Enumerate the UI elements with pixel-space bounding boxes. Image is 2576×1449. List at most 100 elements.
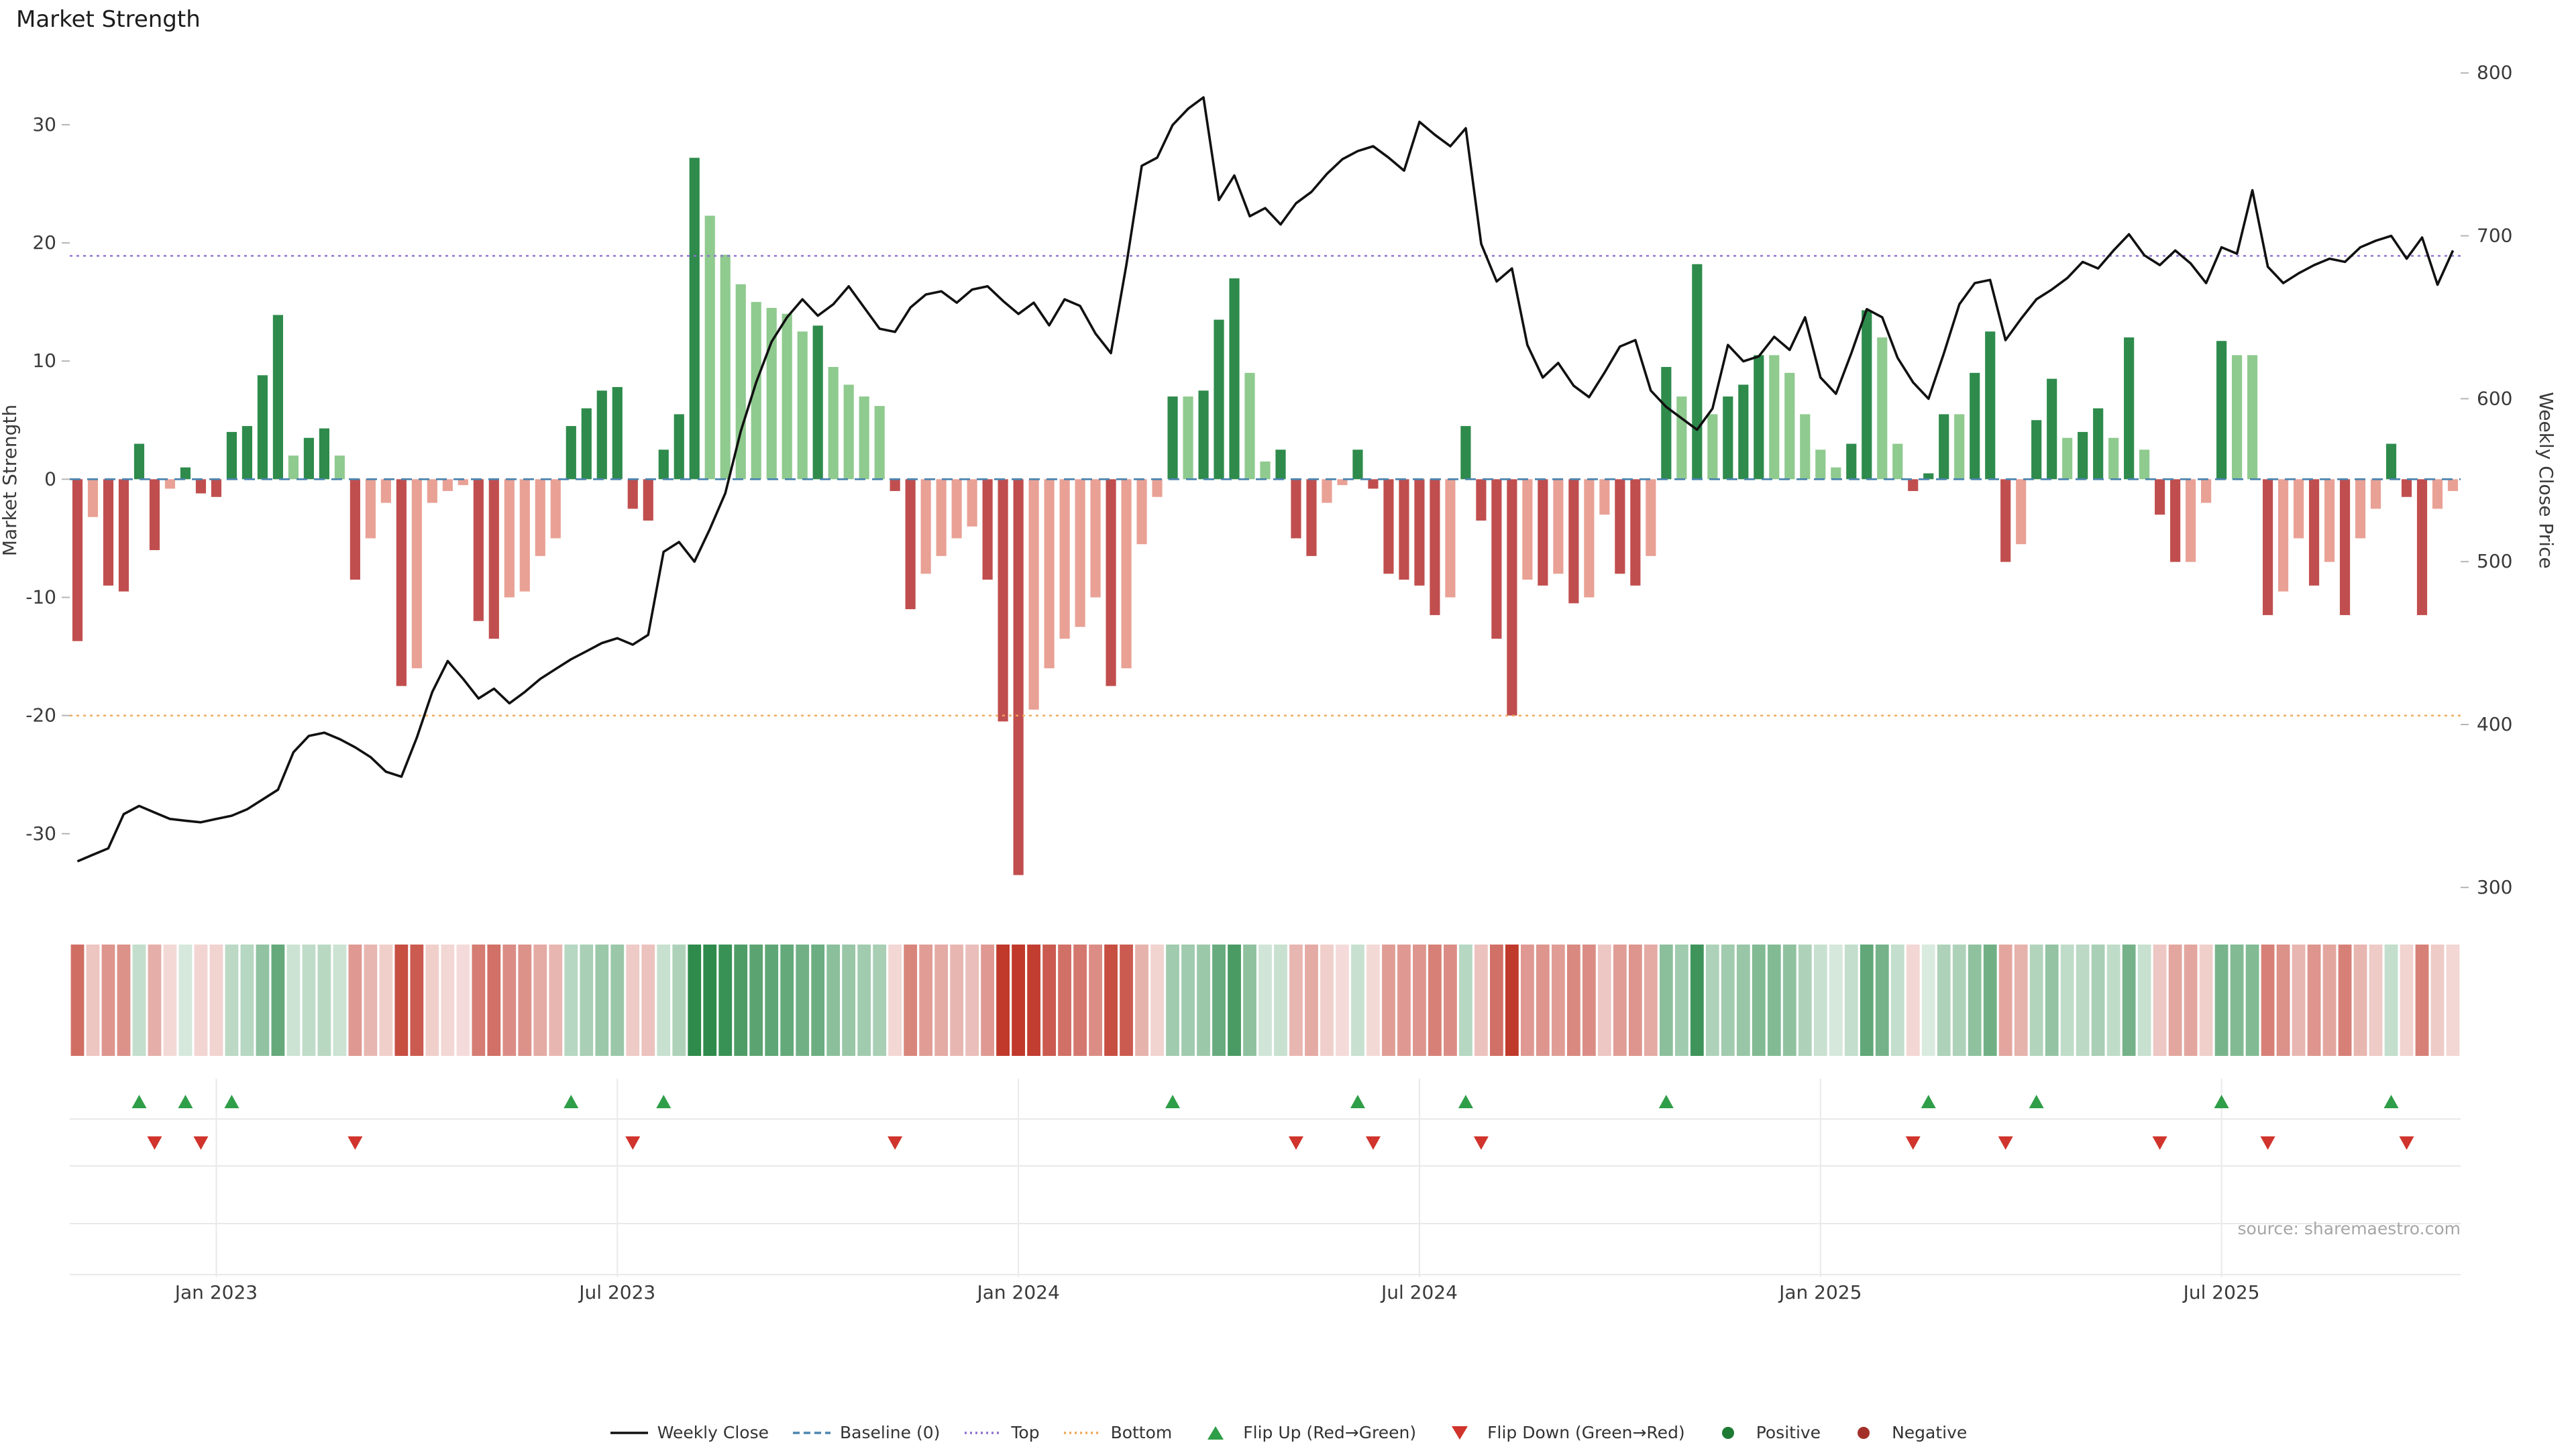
flip-markers xyxy=(131,1095,2414,1150)
x-axis-label: Jan 2025 xyxy=(1778,1281,1862,1303)
flip-up-marker xyxy=(1921,1095,1936,1108)
strength-bar xyxy=(1800,414,1811,480)
source-text: source: sharemaestro.com xyxy=(2238,1219,2461,1238)
strength-bar xyxy=(1430,479,1440,615)
heatmap-cell xyxy=(2307,945,2321,1056)
strength-bar xyxy=(1584,479,1595,598)
heatmap-cell xyxy=(1027,945,1040,1056)
flip-up-marker xyxy=(131,1095,147,1108)
strength-bar xyxy=(658,449,669,480)
strength-bar xyxy=(2170,479,2181,562)
strength-bar xyxy=(2232,355,2243,480)
strength-bar xyxy=(365,479,376,539)
heatmap-cell xyxy=(1782,945,1796,1056)
strength-bar xyxy=(704,215,715,480)
heatmap-cell xyxy=(1166,945,1179,1056)
heatmap-cell xyxy=(857,945,871,1056)
heatmap-cell xyxy=(1474,945,1488,1056)
strength-bar xyxy=(1738,384,1749,480)
flip-up-marker xyxy=(178,1095,193,1108)
strength-bar xyxy=(550,479,561,539)
heatmap-cell xyxy=(610,945,625,1056)
heatmap-cell xyxy=(1628,945,1642,1056)
heatmap-cell xyxy=(2430,945,2445,1056)
strength-bar xyxy=(689,158,700,480)
heatmap-cell xyxy=(1150,945,1164,1056)
strength-bar xyxy=(2031,420,2042,480)
x-axis-label: Jul 2024 xyxy=(1380,1281,1458,1303)
heatmap-cell xyxy=(718,945,733,1056)
heatmap-cell xyxy=(1520,945,1534,1056)
heatmap-cell xyxy=(410,945,424,1056)
flip-down-marker xyxy=(193,1136,209,1150)
flip-up-marker xyxy=(656,1095,672,1108)
heatmap-cell xyxy=(1952,945,1966,1056)
heatmap-cell xyxy=(394,945,409,1056)
heatmap-cell xyxy=(981,945,995,1056)
heatmap-cell xyxy=(1736,945,1750,1056)
flip-down-marker xyxy=(1473,1136,1489,1150)
strength-bar xyxy=(735,284,746,480)
heatmap-cell xyxy=(1566,945,1580,1056)
heatmap-cell xyxy=(965,945,979,1056)
flip-down-marker xyxy=(1998,1136,2013,1150)
strength-bar xyxy=(2108,437,2119,480)
strength-bar xyxy=(859,396,869,480)
heatmap-cell xyxy=(1968,945,1982,1056)
heatmap-cell xyxy=(996,945,1010,1056)
heatmap-cell xyxy=(595,945,609,1056)
strength-bar xyxy=(396,479,407,686)
strength-bar xyxy=(2385,443,2397,480)
heatmap-cell xyxy=(1274,945,1287,1056)
right-tick-label: 400 xyxy=(2477,713,2512,735)
strength-bar xyxy=(519,479,530,592)
heatmap-cell xyxy=(2060,945,2074,1056)
strength-bar xyxy=(2339,479,2351,615)
flip-up-marker xyxy=(1458,1095,1473,1108)
strength-bar xyxy=(1970,372,1980,480)
chart-legend: Weekly Close Baseline (0) Top Bottom Flip Up… xyxy=(0,1422,2576,1442)
legend-item-bottom: Bottom xyxy=(1063,1422,1172,1442)
heatmap-cell xyxy=(441,945,455,1056)
weekly-close-swatch-icon xyxy=(610,1431,648,1434)
heatmap-cell xyxy=(2168,945,2182,1056)
heatmap-cell xyxy=(487,945,501,1056)
strength-bar xyxy=(334,455,345,480)
strength-bar xyxy=(1877,337,1888,480)
heatmap-cell xyxy=(1042,945,1056,1056)
heatmap-cell xyxy=(811,945,825,1056)
flip-down-marker xyxy=(888,1136,903,1150)
strength-bar xyxy=(2047,378,2057,480)
heatmap-cell xyxy=(1875,945,1889,1056)
left-tick-label: 30 xyxy=(32,113,56,136)
strength-bar xyxy=(164,479,176,489)
top-swatch-icon xyxy=(964,1431,1002,1434)
flip-down-marker xyxy=(2152,1136,2167,1150)
x-axis-label: Jul 2023 xyxy=(578,1281,655,1303)
heatmap-cell xyxy=(1998,945,2012,1056)
heatmap-cell xyxy=(1012,945,1025,1056)
flip-up-marker xyxy=(2029,1095,2044,1108)
heatmap-cell xyxy=(70,945,85,1056)
strength-bar xyxy=(1183,396,1193,480)
heatmap-cell xyxy=(734,945,748,1056)
strength-bar xyxy=(458,479,468,486)
legend-item-flip-up: Flip Up (Red→Green) xyxy=(1195,1422,1416,1442)
strength-bar xyxy=(1831,467,1841,480)
heatmap-cell xyxy=(1058,945,1071,1056)
right-axis-label: Weekly Close Price xyxy=(2535,392,2557,568)
heatmap-cell xyxy=(132,945,146,1056)
strength-bar xyxy=(442,479,453,491)
strength-bar xyxy=(1615,479,1625,574)
left-tick-label: 0 xyxy=(44,468,56,490)
strength-bar xyxy=(1152,479,1163,497)
strength-bar xyxy=(1414,479,1425,586)
heatmap-cell xyxy=(672,945,686,1056)
left-tick-label: -20 xyxy=(25,704,56,727)
strength-bar xyxy=(1707,414,1718,480)
heatmap-cell xyxy=(1983,945,1997,1056)
heatmap-cell xyxy=(472,945,486,1056)
heatmap-cell xyxy=(178,945,193,1056)
strength-bar xyxy=(1322,479,1332,503)
